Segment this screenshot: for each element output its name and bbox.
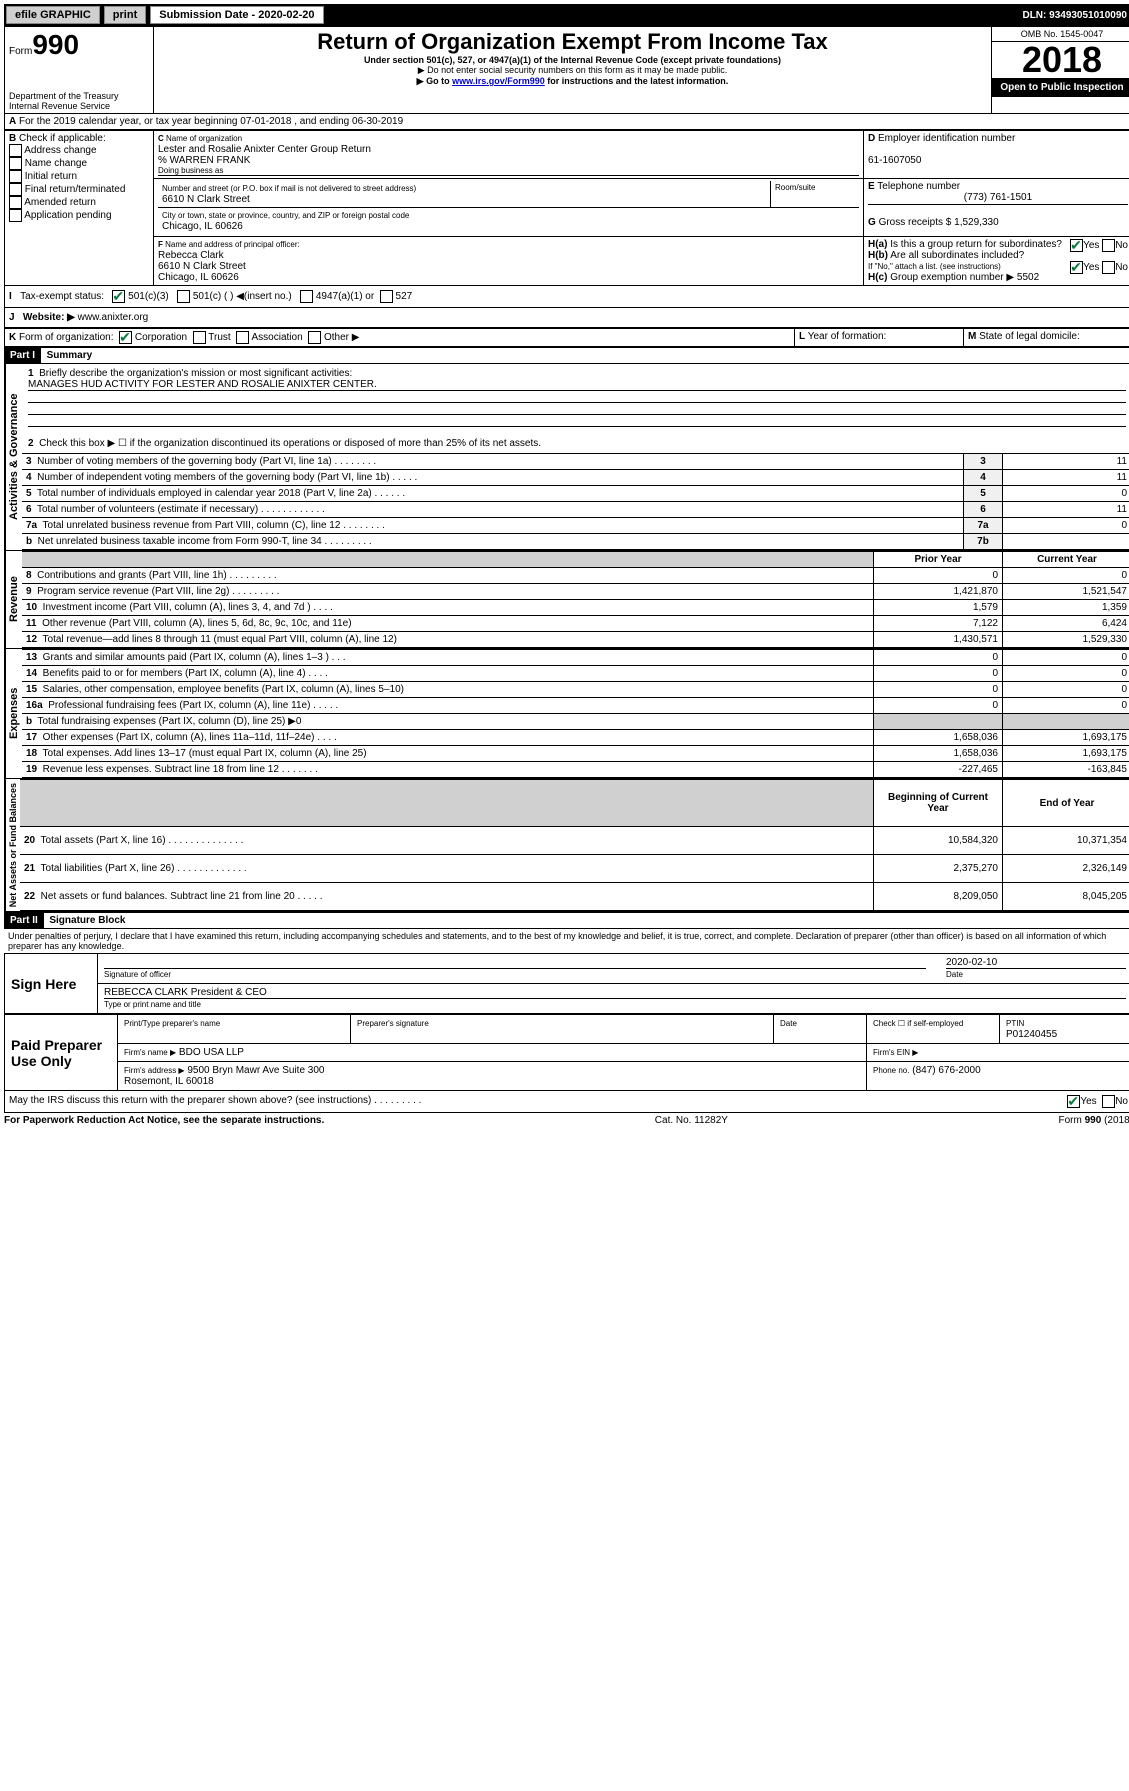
gross-receipts: 1,529,330 (954, 217, 999, 228)
rev-label: Revenue (5, 551, 22, 648)
hb-yes[interactable] (1070, 261, 1083, 274)
dln-label: DLN: 93493051010090 (1022, 10, 1129, 21)
corp-checkbox[interactable] (119, 331, 132, 344)
dept-label: Department of the Treasury Internal Reve… (9, 91, 149, 111)
org-name: Lester and Rosalie Anixter Center Group … (158, 144, 371, 155)
line-i: I Tax-exempt status: 501(c)(3) 501(c) ( … (4, 286, 1129, 308)
officer-name: Rebecca Clark (158, 250, 224, 261)
officer-printed: REBECCA CLARK President & CEO (104, 987, 1126, 999)
final-return-checkbox[interactable] (9, 183, 22, 196)
assoc-checkbox[interactable] (236, 331, 249, 344)
officer-addr2: Chicago, IL 60626 (158, 272, 239, 283)
note-2: ▶ Go to www.irs.gov/Form990 for instruct… (158, 76, 987, 87)
firm-phone: (847) 676-2000 (912, 1065, 980, 1076)
discuss-yes[interactable] (1067, 1095, 1080, 1108)
phone: (773) 761-1501 (868, 192, 1128, 203)
501c-checkbox[interactable] (177, 290, 190, 303)
form-label: Form (9, 46, 32, 57)
hb-no[interactable] (1102, 261, 1115, 274)
officer-addr1: 6610 N Clark Street (158, 261, 246, 272)
4947-checkbox[interactable] (300, 290, 313, 303)
ptin: P01240455 (1006, 1029, 1057, 1040)
signature-table: Sign Here Signature of officer 2020-02-1… (4, 953, 1129, 1014)
mission: MANAGES HUD ACTIVITY FOR LESTER AND ROSA… (28, 379, 1126, 391)
group-exemption: 5502 (1017, 272, 1039, 283)
application-pending-checkbox[interactable] (9, 209, 22, 222)
form-number: 990 (32, 29, 79, 60)
gov-label: Activities & Governance (5, 364, 22, 550)
trust-checkbox[interactable] (193, 331, 206, 344)
irs-link[interactable]: www.irs.gov/Form990 (452, 76, 545, 86)
city: Chicago, IL 60626 (162, 221, 243, 232)
efile-button[interactable]: efile GRAPHIC (6, 6, 100, 24)
firm-name: BDO USA LLP (179, 1047, 244, 1058)
ha-yes[interactable] (1070, 239, 1083, 252)
part2-header: Part II Signature Block (4, 912, 1129, 929)
exp-label: Expenses (5, 649, 22, 778)
ha-no[interactable] (1102, 239, 1115, 252)
name-change-checkbox[interactable] (9, 157, 22, 170)
declaration: Under penalties of perjury, I declare th… (4, 929, 1129, 953)
discuss-no[interactable] (1102, 1095, 1115, 1108)
501c3-checkbox[interactable] (112, 290, 125, 303)
form-title: Return of Organization Exempt From Incom… (158, 29, 987, 55)
preparer-table: Paid Preparer Use Only Print/Type prepar… (4, 1014, 1129, 1091)
footer: For Paperwork Reduction Act Notice, see … (4, 1113, 1129, 1126)
net-label: Net Assets or Fund Balances (5, 779, 20, 911)
sign-here: Sign Here (5, 954, 98, 1014)
address-change-checkbox[interactable] (9, 144, 22, 157)
open-public: Open to Public Inspection (992, 78, 1129, 97)
note-1: ▶ Do not enter social security numbers o… (158, 65, 987, 76)
top-bar: efile GRAPHIC print Submission Date - 20… (4, 4, 1129, 26)
sig-date: 2020-02-10 (946, 957, 1126, 969)
527-checkbox[interactable] (380, 290, 393, 303)
line-j: J Website: ▶ www.anixter.org (4, 308, 1129, 328)
paid-preparer: Paid Preparer Use Only (5, 1015, 118, 1091)
website: www.anixter.org (78, 312, 149, 323)
part1-header: Part I Summary (4, 347, 1129, 364)
submission-date-label: Submission Date - 2020-02-20 (150, 6, 323, 24)
ein: 61-1607050 (868, 155, 921, 166)
line-a: A For the 2019 calendar year, or tax yea… (4, 114, 1129, 130)
part1-body: Activities & Governance 1 Briefly descri… (4, 364, 1129, 551)
print-button[interactable]: print (104, 6, 146, 24)
amended-return-checkbox[interactable] (9, 196, 22, 209)
street: 6610 N Clark Street (162, 194, 250, 205)
header-table: Form990 Department of the Treasury Inter… (4, 26, 1129, 114)
initial-return-checkbox[interactable] (9, 170, 22, 183)
other-checkbox[interactable] (308, 331, 321, 344)
tax-year: 2018 (992, 42, 1129, 78)
care-of: % WARREN FRANK (158, 155, 250, 166)
form-subtitle: Under section 501(c), 527, or 4947(a)(1)… (158, 55, 987, 65)
entity-block: B Check if applicable: Address change Na… (4, 130, 1129, 286)
discuss-row: May the IRS discuss this return with the… (4, 1091, 1129, 1113)
line-klm: K Form of organization: Corporation Trus… (4, 328, 1129, 347)
